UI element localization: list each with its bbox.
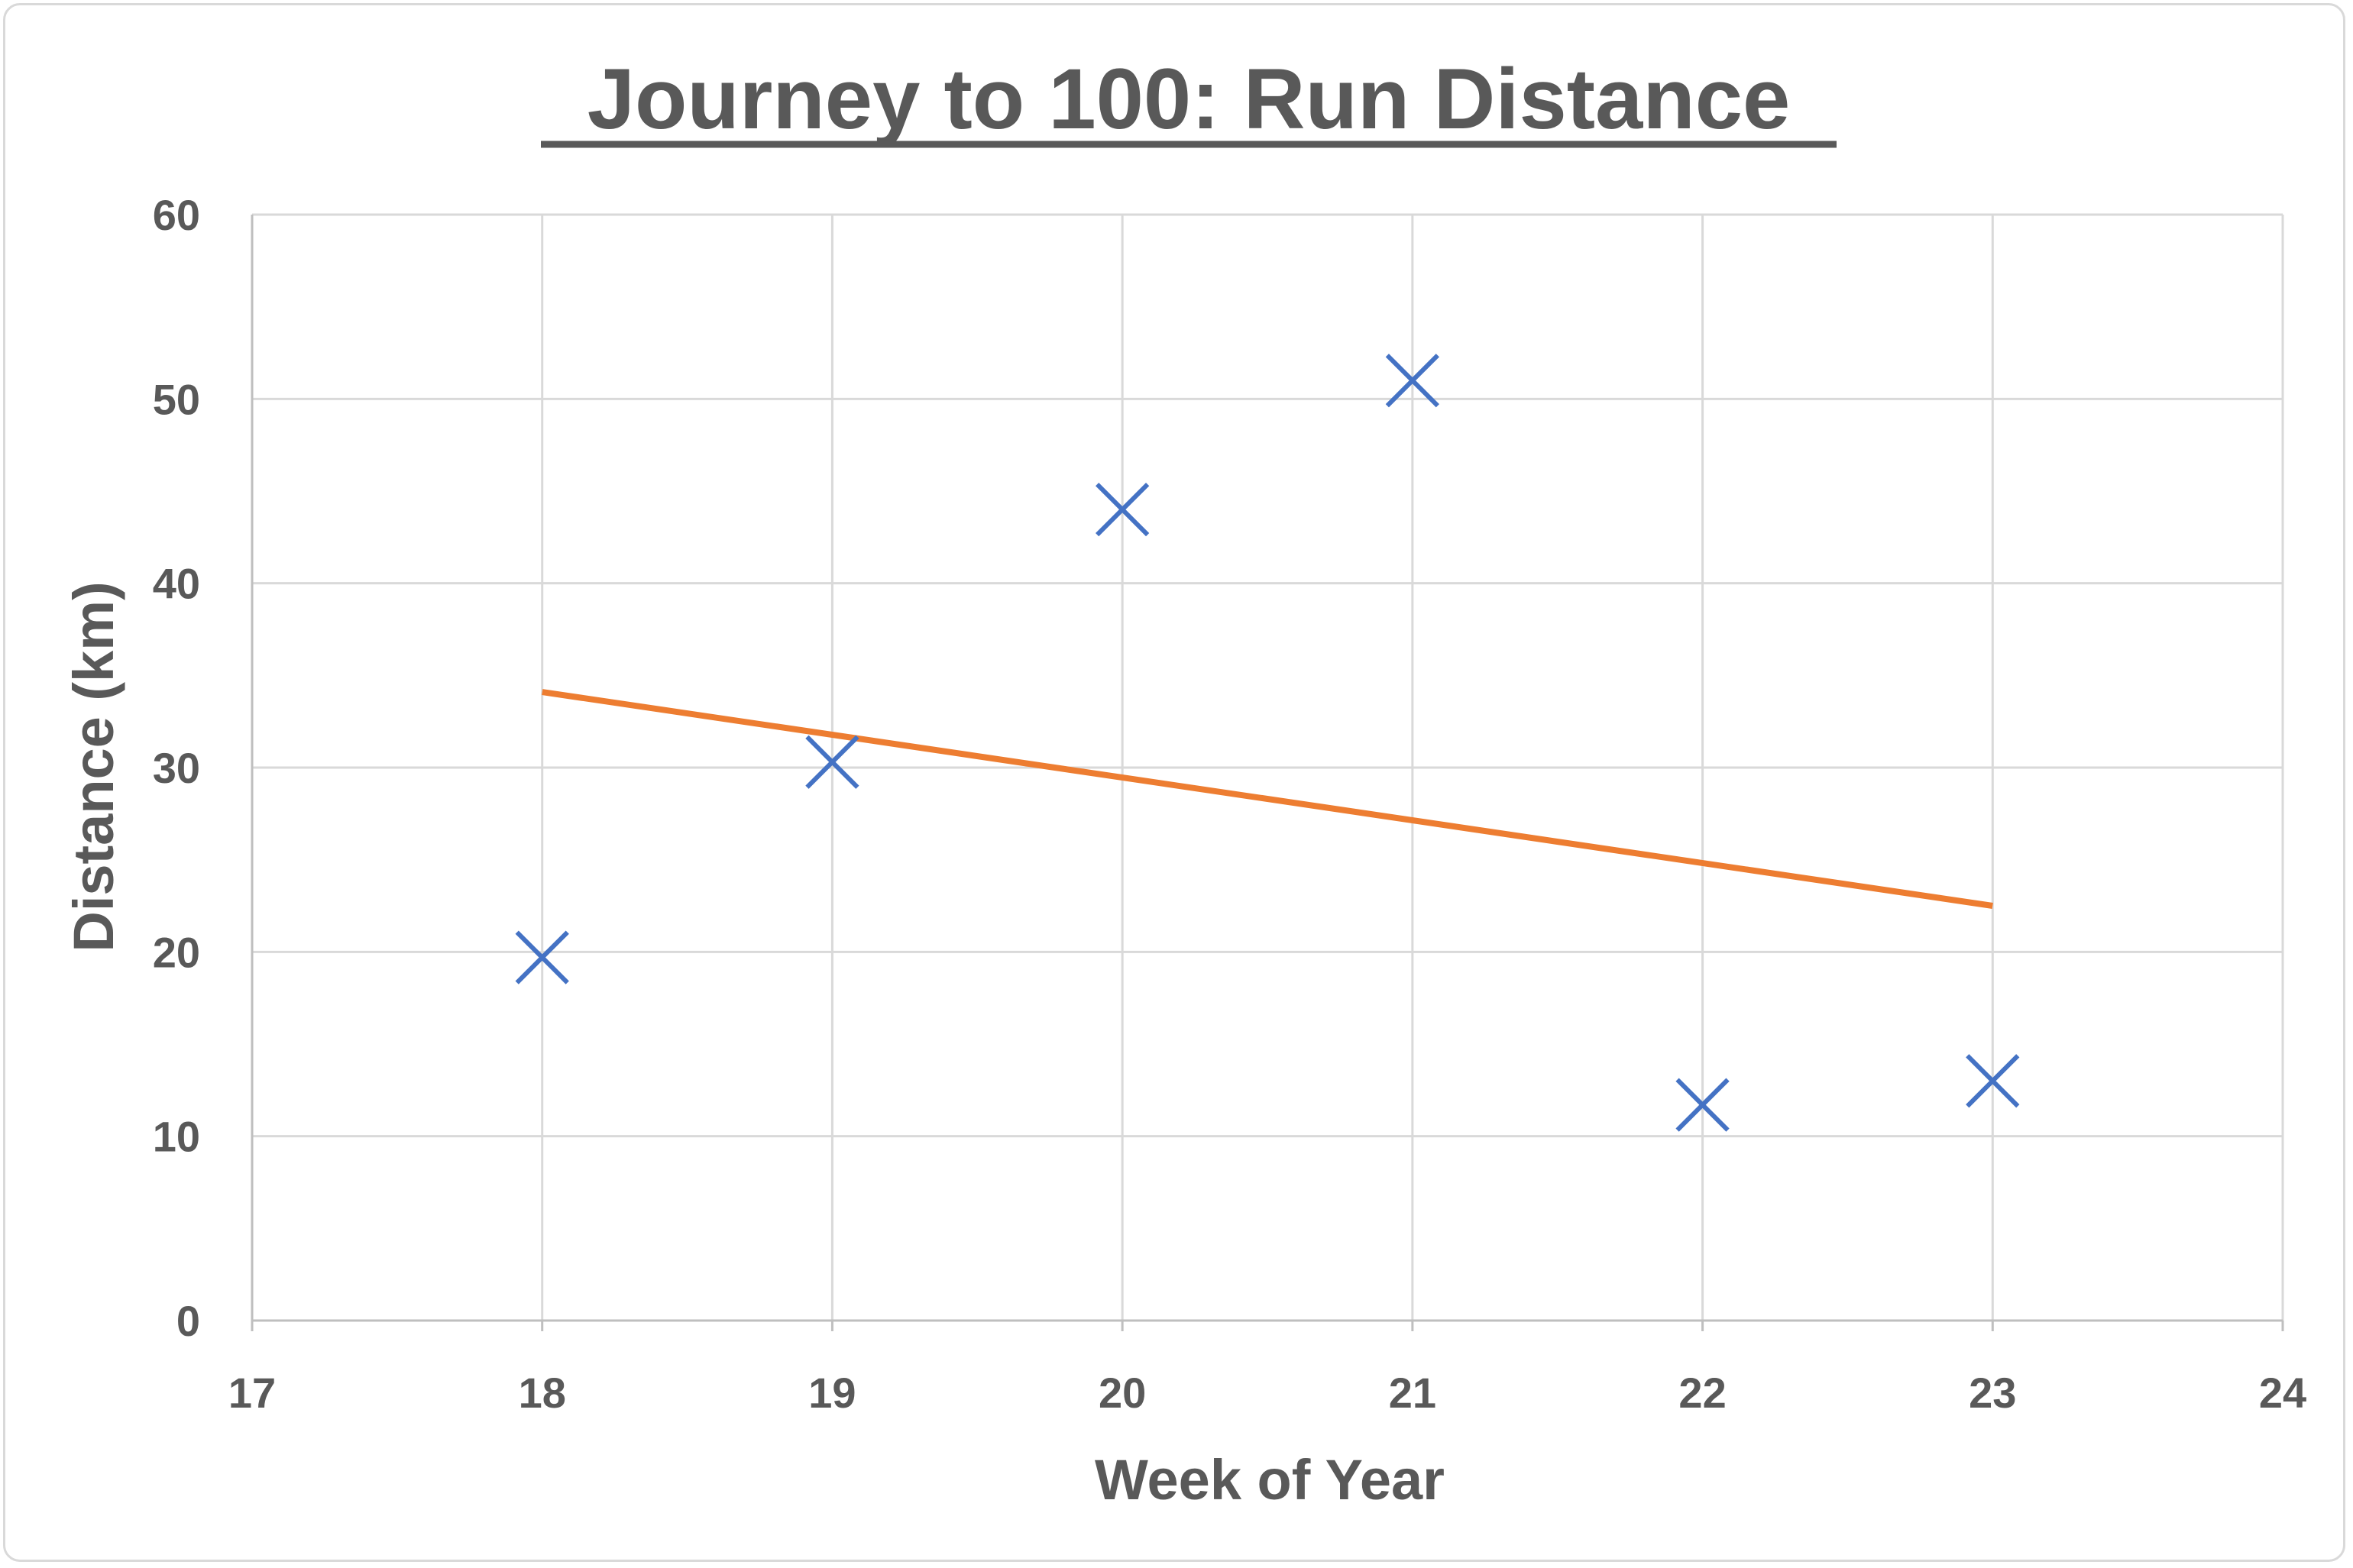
- marker-stroke: [1966, 1054, 2020, 1108]
- y-tick-label: 40: [153, 560, 200, 608]
- marker-stroke: [1385, 354, 1439, 408]
- marker-stroke: [1675, 1078, 1730, 1132]
- data-point-x-marker: [1096, 483, 1150, 537]
- x-tick-label: 22: [1678, 1369, 1726, 1417]
- marker-stroke: [805, 735, 859, 789]
- data-point-x-marker: [515, 930, 569, 984]
- x-tick-label: 18: [519, 1369, 566, 1417]
- data-point-x-marker: [1385, 354, 1439, 408]
- y-tick-label: 50: [153, 375, 200, 423]
- data-points: [515, 354, 2020, 1132]
- y-axis-tick-labels: 0 10 20 30 40 50 60: [153, 191, 200, 1345]
- x-tick-label: 20: [1099, 1369, 1146, 1417]
- data-point-x-marker: [805, 735, 859, 789]
- trendline-layer: [542, 689, 1993, 909]
- y-tick-label: 60: [153, 191, 200, 239]
- data-point-x-marker: [1675, 1078, 1730, 1132]
- x-axis-title: Week of Year: [1095, 1448, 1445, 1511]
- x-tick-label: 21: [1389, 1369, 1436, 1417]
- marker-stroke: [1096, 483, 1150, 537]
- linear-trendline: [542, 689, 1993, 909]
- x-tick-label: 23: [1969, 1369, 2016, 1417]
- marker-stroke: [515, 930, 569, 984]
- y-tick-label: 30: [153, 744, 200, 792]
- chart-title: Journey to 100: Run Distance: [587, 51, 1791, 147]
- x-tick-label: 24: [2259, 1369, 2306, 1417]
- y-axis-title: Distance (km): [62, 581, 125, 952]
- y-tick-label: 20: [153, 928, 200, 976]
- axes: [251, 215, 2284, 1331]
- x-tick-label: 19: [808, 1369, 856, 1417]
- x-axis-tick-labels: 17 18 19 20 21 22 23 24: [228, 1369, 2306, 1417]
- y-tick-label: 10: [153, 1113, 200, 1161]
- gridlines: [252, 213, 2284, 1321]
- x-tick-label: 17: [228, 1369, 276, 1417]
- y-tick-label: 0: [176, 1297, 200, 1345]
- data-point-x-marker: [1966, 1054, 2020, 1108]
